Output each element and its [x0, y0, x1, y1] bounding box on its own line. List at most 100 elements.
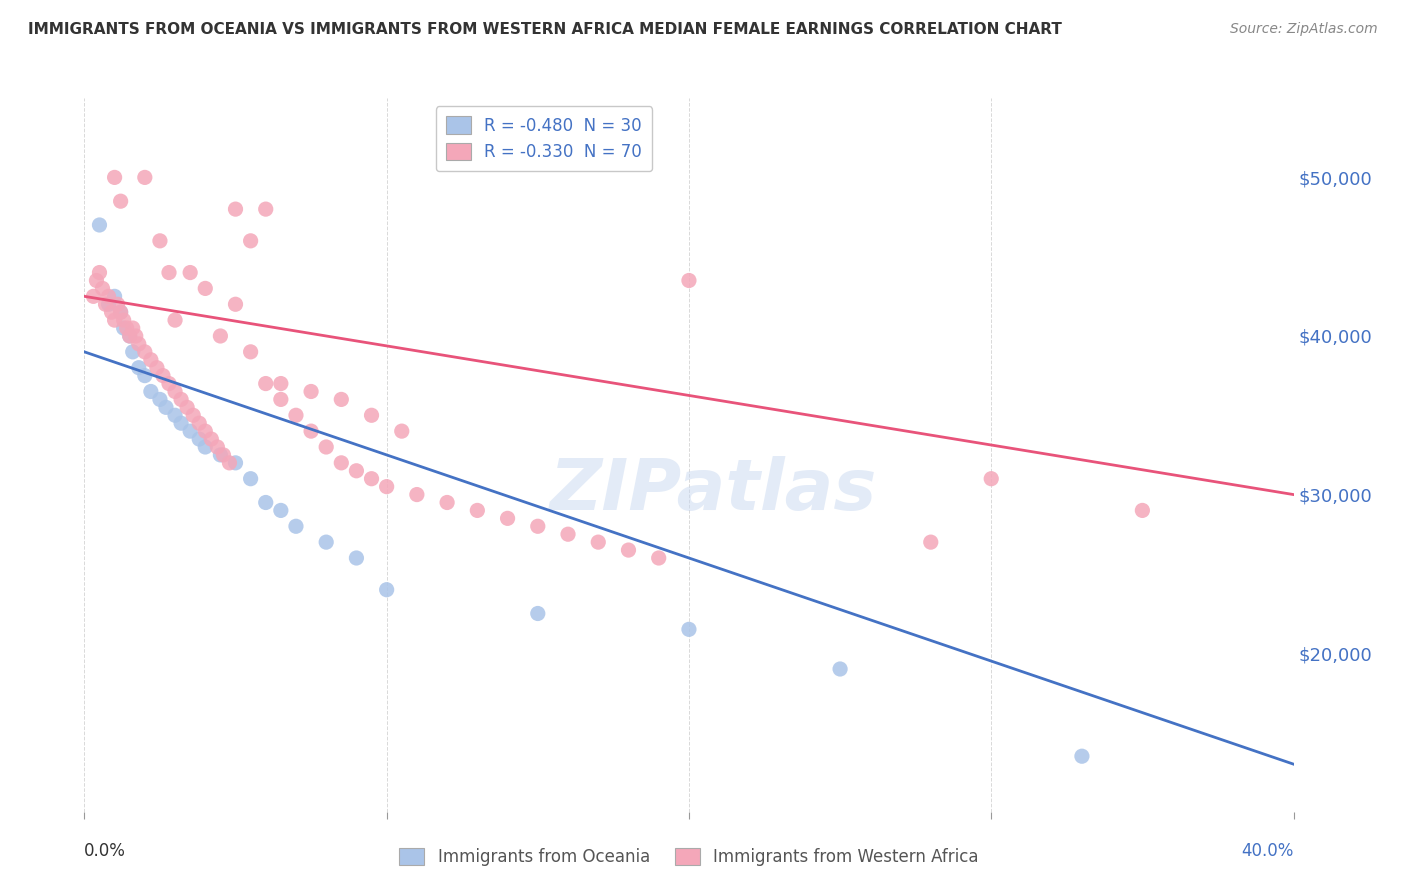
Point: [157, 266, 180, 280]
Point: [134, 170, 156, 185]
Legend: Immigrants from Oceania, Immigrants from Western Africa: Immigrants from Oceania, Immigrants from…: [391, 840, 987, 875]
Point: [146, 360, 169, 375]
Point: [194, 440, 217, 454]
Point: [89, 266, 111, 280]
Point: [179, 424, 201, 438]
Point: [648, 551, 671, 566]
Point: [86, 273, 108, 287]
Point: [406, 487, 429, 501]
Point: [1071, 749, 1094, 764]
Text: Source: ZipAtlas.com: Source: ZipAtlas.com: [1230, 22, 1378, 37]
Point: [100, 305, 122, 319]
Point: [467, 503, 489, 517]
Point: [110, 305, 132, 319]
Point: [218, 456, 240, 470]
Point: [188, 432, 211, 446]
Point: [678, 623, 700, 637]
Point: [980, 472, 1002, 486]
Point: [1130, 503, 1153, 517]
Point: [225, 297, 247, 311]
Text: IMMIGRANTS FROM OCEANIA VS IMMIGRANTS FROM WESTERN AFRICA MEDIAN FEMALE EARNINGS: IMMIGRANTS FROM OCEANIA VS IMMIGRANTS FR…: [28, 22, 1062, 37]
Point: [315, 440, 337, 454]
Point: [346, 551, 368, 566]
Point: [118, 329, 141, 343]
Point: [91, 281, 114, 295]
Point: [330, 456, 353, 470]
Point: [104, 170, 127, 185]
Point: [270, 503, 292, 517]
Point: [118, 329, 141, 343]
Point: [254, 376, 277, 391]
Point: [436, 495, 458, 509]
Point: [239, 234, 262, 248]
Point: [97, 289, 120, 303]
Point: [104, 289, 127, 303]
Point: [121, 321, 143, 335]
Point: [391, 424, 413, 438]
Point: [82, 289, 104, 303]
Text: 40.0%: 40.0%: [1241, 842, 1294, 860]
Point: [360, 409, 382, 423]
Point: [299, 424, 322, 438]
Point: [121, 344, 143, 359]
Point: [588, 535, 610, 549]
Point: [110, 305, 132, 319]
Point: [209, 329, 232, 343]
Point: [176, 401, 198, 415]
Point: [330, 392, 353, 407]
Point: [527, 519, 550, 533]
Point: [239, 344, 262, 359]
Point: [112, 321, 135, 335]
Point: [97, 297, 120, 311]
Point: [920, 535, 942, 549]
Point: [139, 352, 162, 367]
Point: [165, 384, 187, 399]
Point: [139, 384, 162, 399]
Point: [346, 464, 368, 478]
Point: [128, 360, 150, 375]
Point: [128, 337, 150, 351]
Point: [375, 480, 398, 494]
Point: [200, 432, 222, 446]
Point: [678, 273, 700, 287]
Point: [254, 202, 277, 216]
Point: [315, 535, 337, 549]
Point: [94, 297, 117, 311]
Point: [557, 527, 579, 541]
Point: [104, 313, 127, 327]
Point: [112, 313, 135, 327]
Point: [239, 472, 262, 486]
Point: [360, 472, 382, 486]
Point: [170, 416, 193, 430]
Point: [115, 321, 138, 335]
Point: [170, 392, 193, 407]
Point: [181, 409, 204, 423]
Point: [155, 401, 177, 415]
Point: [165, 409, 187, 423]
Point: [285, 519, 308, 533]
Point: [207, 440, 229, 454]
Point: [194, 281, 217, 295]
Point: [225, 202, 247, 216]
Point: [496, 511, 519, 525]
Text: 0.0%: 0.0%: [84, 842, 127, 860]
Point: [299, 384, 322, 399]
Point: [134, 344, 156, 359]
Point: [107, 297, 129, 311]
Point: [527, 607, 550, 621]
Point: [830, 662, 852, 676]
Point: [375, 582, 398, 597]
Point: [125, 329, 148, 343]
Point: [149, 392, 172, 407]
Point: [209, 448, 232, 462]
Point: [270, 392, 292, 407]
Point: [617, 543, 640, 558]
Text: ZIPatlas: ZIPatlas: [550, 456, 877, 525]
Point: [89, 218, 111, 232]
Point: [188, 416, 211, 430]
Point: [165, 313, 187, 327]
Point: [270, 376, 292, 391]
Point: [194, 424, 217, 438]
Point: [212, 448, 235, 462]
Point: [134, 368, 156, 383]
